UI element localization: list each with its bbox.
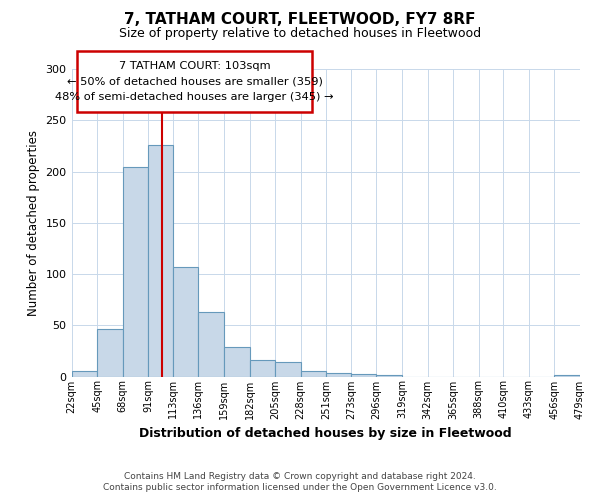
Text: 7, TATHAM COURT, FLEETWOOD, FY7 8RF: 7, TATHAM COURT, FLEETWOOD, FY7 8RF (124, 12, 476, 28)
Text: 7 TATHAM COURT: 103sqm
← 50% of detached houses are smaller (359)
48% of semi-de: 7 TATHAM COURT: 103sqm ← 50% of detached… (55, 60, 334, 102)
Bar (97, 330, 123, 376)
Bar (351, 374, 376, 376)
Bar (250, 360, 275, 376)
Bar (173, 267, 199, 376)
X-axis label: Distribution of detached houses by size in Fleetwood: Distribution of detached houses by size … (139, 427, 512, 440)
Bar (326, 374, 351, 376)
Bar (123, 168, 148, 376)
FancyBboxPatch shape (77, 50, 312, 112)
Bar (199, 312, 224, 376)
Bar (148, 145, 173, 376)
Bar (71, 372, 97, 376)
Y-axis label: Number of detached properties: Number of detached properties (27, 130, 40, 316)
Bar (275, 362, 301, 376)
Text: Contains HM Land Registry data © Crown copyright and database right 2024.: Contains HM Land Registry data © Crown c… (124, 472, 476, 481)
Bar (301, 372, 326, 376)
Text: Contains public sector information licensed under the Open Government Licence v3: Contains public sector information licen… (103, 484, 497, 492)
Bar (224, 347, 250, 376)
Text: Size of property relative to detached houses in Fleetwood: Size of property relative to detached ho… (119, 28, 481, 40)
